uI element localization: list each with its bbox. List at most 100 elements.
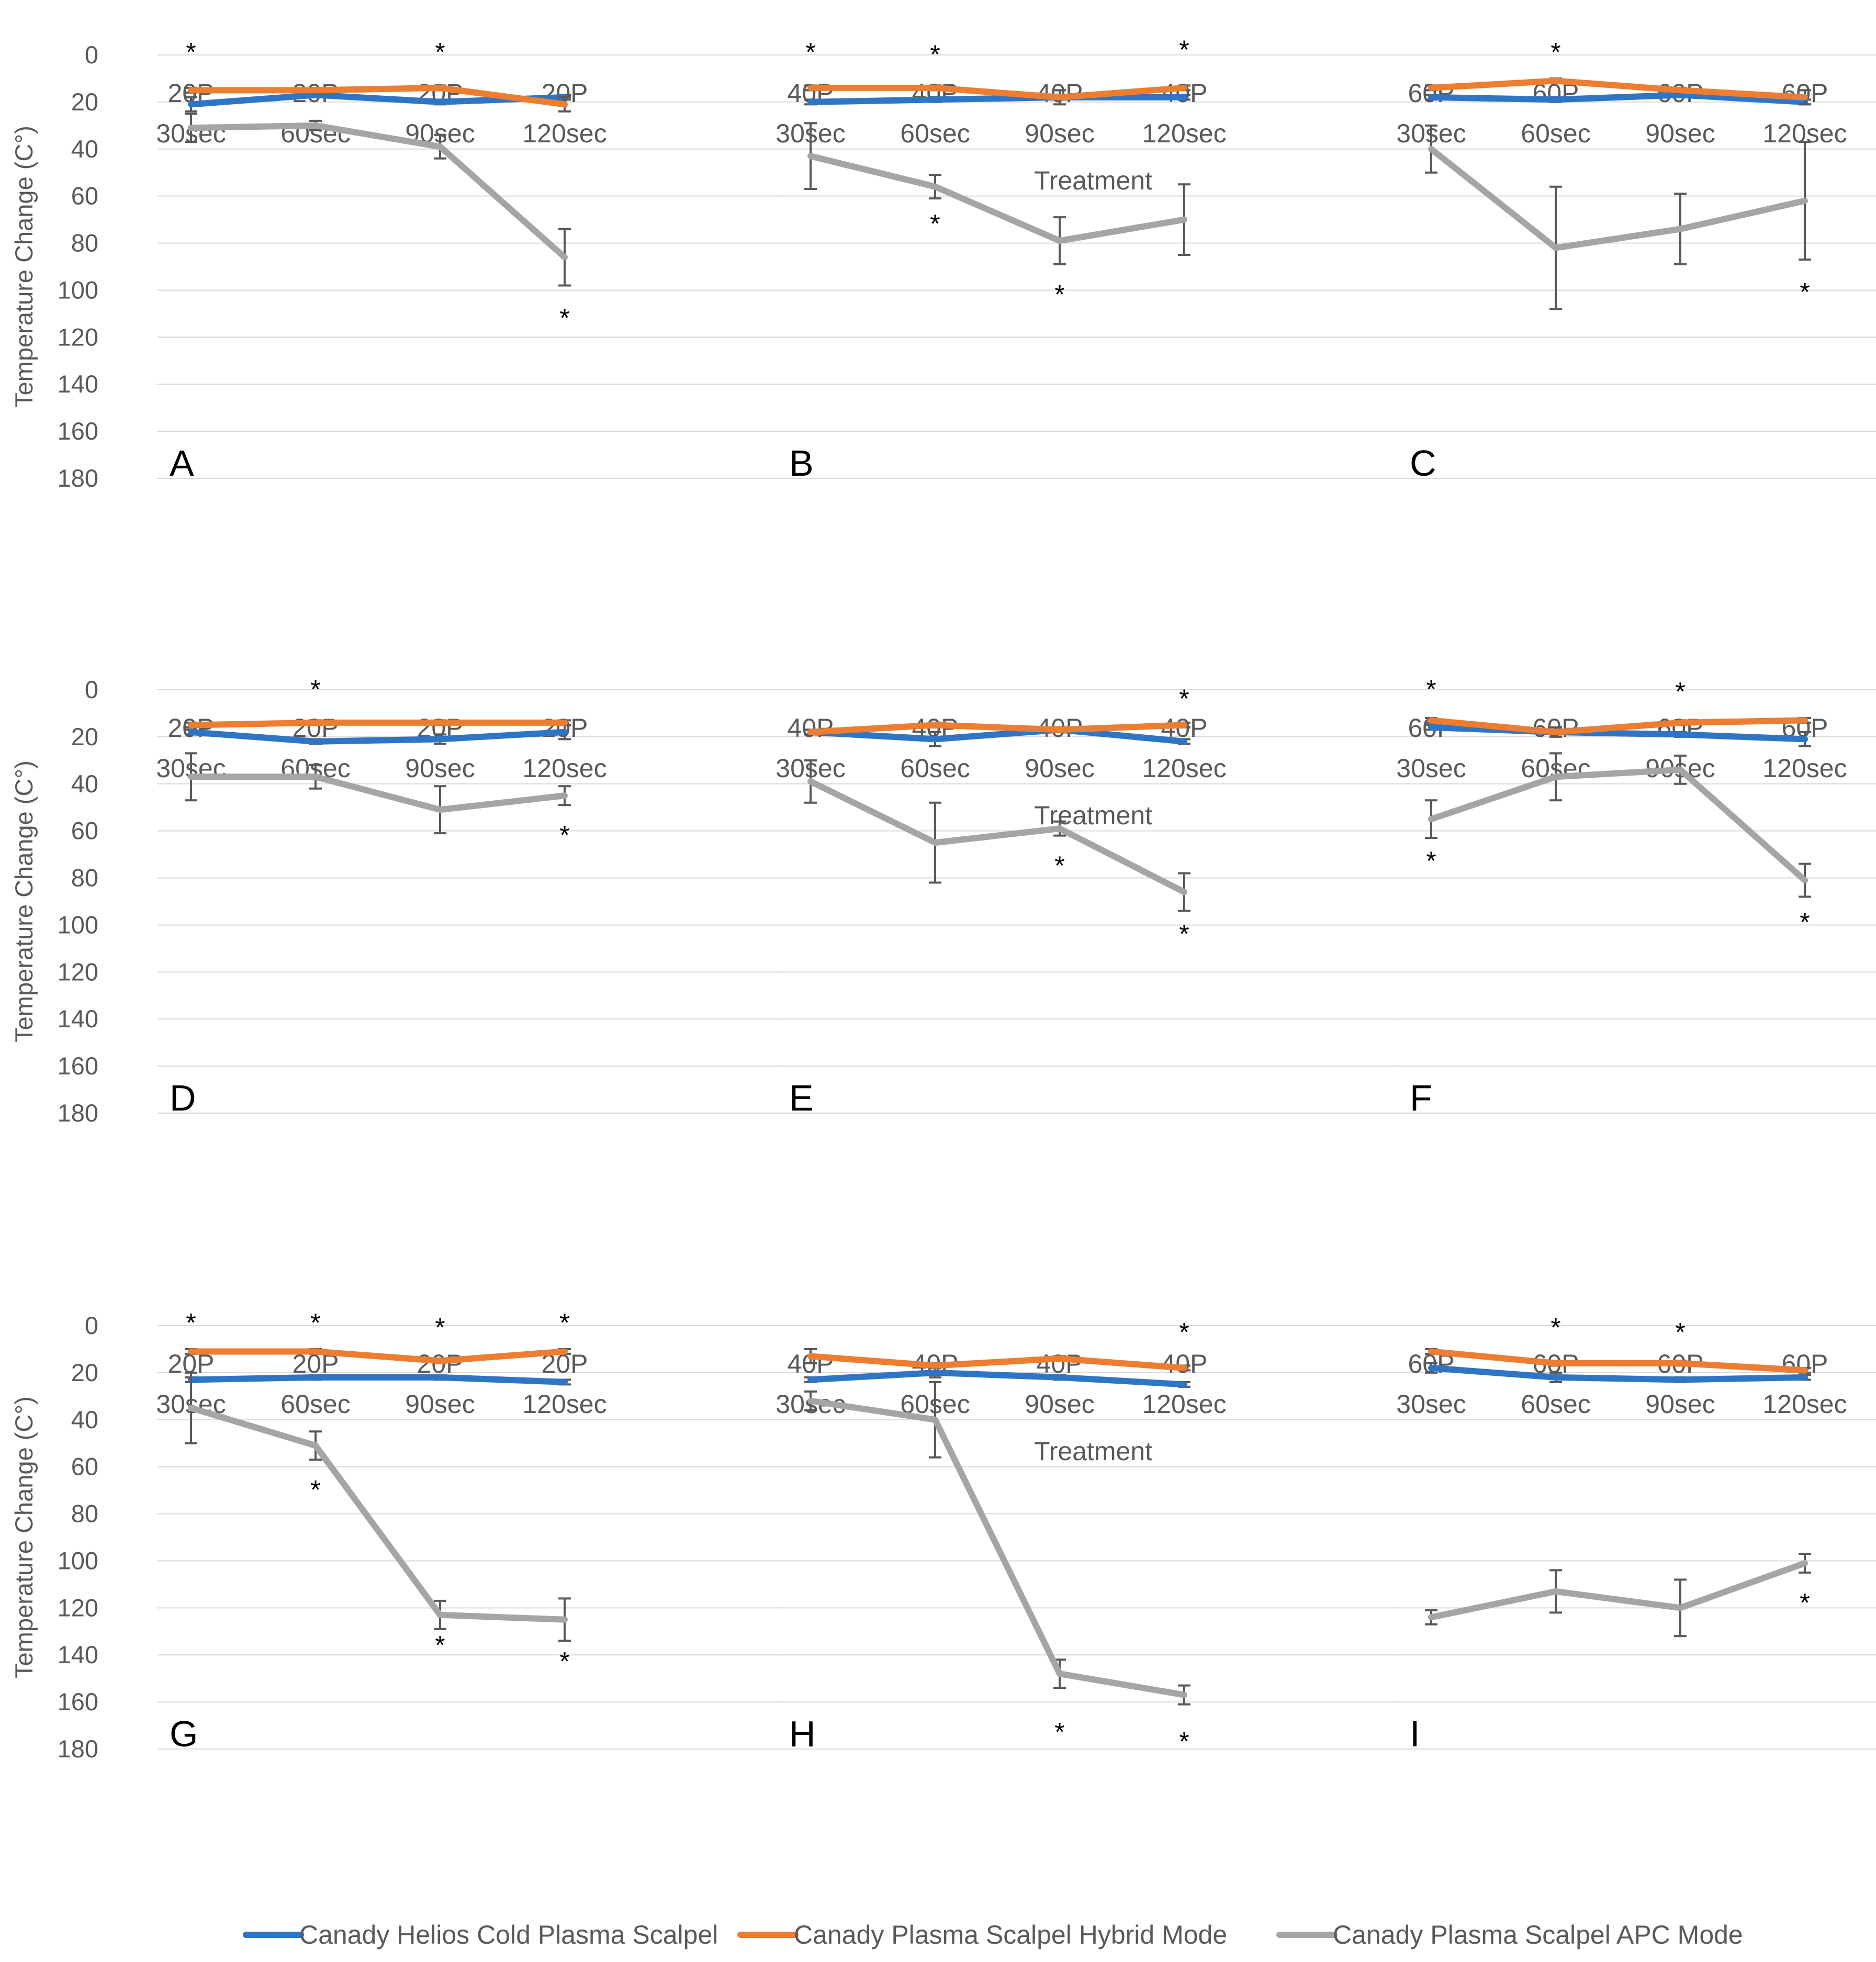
data-point: [1059, 828, 1060, 829]
data-point: [1804, 1376, 1805, 1378]
series-line: [1428, 766, 1808, 884]
significance-star: *: [1054, 851, 1064, 880]
data-point: [1431, 726, 1432, 728]
significance-star: *: [310, 1475, 320, 1505]
data-point: [1555, 731, 1556, 733]
x-tick-label: 60sec: [1521, 119, 1590, 148]
x-tick-label: 90sec: [1025, 119, 1094, 148]
series-line: [188, 773, 568, 813]
data-point: [1184, 1367, 1185, 1369]
series-line: [807, 722, 1187, 735]
series-line: [807, 153, 1187, 244]
y-tick-label: 80: [71, 1500, 98, 1528]
series-2: [1425, 1552, 1811, 1638]
data-point: [1184, 87, 1185, 88]
panel-label: G: [170, 1713, 198, 1754]
series-line: [1428, 724, 1808, 743]
data-point: [1804, 880, 1805, 881]
y-tick-label: 100: [58, 911, 98, 938]
y-tick-label: 80: [71, 229, 98, 257]
data-point: [315, 125, 316, 126]
panel-d: 0 20 40 60 80 100 120 140 160 180 Temperature Chan…: [10, 675, 780, 1127]
significance-star: *: [186, 1308, 196, 1338]
significance-star: *: [1179, 1727, 1189, 1756]
y-tick-label: 80: [71, 864, 98, 892]
significance-star: *: [1179, 35, 1189, 64]
data-point: [935, 1365, 936, 1366]
panel-c: C60P30sec60P60sec60P90sec60P120sec**: [1396, 38, 1876, 484]
data-point: [190, 1407, 192, 1409]
series-2: [185, 752, 571, 835]
series-2: [804, 1381, 1190, 1706]
x-tick-label: 120sec: [522, 1389, 606, 1419]
data-point: [935, 87, 936, 88]
y-tick-label: 140: [58, 1641, 98, 1668]
data-point: [1804, 738, 1805, 740]
series-line: [188, 122, 568, 261]
significance-star: *: [1800, 907, 1810, 937]
panels: 0 20 40 60 80 100 120 140 160 180 Temperature Chan…: [10, 35, 1876, 1763]
x-tick-label: 60sec: [900, 754, 970, 783]
series-1: [804, 84, 1190, 106]
data-point: [1184, 741, 1185, 742]
x-tick-label: 90sec: [1645, 1389, 1715, 1419]
legend-label: Canady Plasma Scalpel Hybrid Mode: [794, 1920, 1227, 1949]
series-2: [1425, 752, 1811, 898]
data-point: [1184, 724, 1185, 726]
series-line: [807, 1369, 1187, 1388]
x-tick-label: 40P: [1161, 79, 1208, 108]
series-2: [185, 1371, 571, 1642]
x-tick-label: 120sec: [1762, 1389, 1847, 1419]
significance-star: *: [559, 1308, 569, 1338]
series-line: [807, 726, 1187, 745]
significance-star: *: [1179, 684, 1189, 713]
legend-label: Canady Helios Cold Plasma Scalpel: [299, 1920, 718, 1949]
series-0: [804, 94, 1190, 106]
significance-star: *: [1800, 1588, 1810, 1617]
series-1: [1425, 1348, 1811, 1374]
y-tick-label: 20: [71, 723, 98, 750]
y-tick-label: 20: [71, 88, 98, 116]
y-tick-label: 140: [58, 370, 98, 398]
data-point: [1555, 99, 1556, 100]
data-point: [564, 731, 565, 733]
panel-g: 0 20 40 60 80 100 120 140 160 180 Temperature Chan…: [10, 1308, 780, 1763]
data-point: [440, 809, 441, 811]
y-tick-label: 160: [58, 1688, 98, 1716]
data-point: [440, 1360, 441, 1362]
data-point: [1059, 729, 1060, 731]
data-point: [1555, 776, 1556, 778]
y-tick-label: 0: [85, 41, 98, 69]
data-point: [1431, 1367, 1432, 1369]
data-point: [190, 1351, 192, 1352]
data-point: [440, 738, 441, 740]
significance-star: *: [435, 1630, 445, 1660]
data-point: [810, 101, 811, 103]
data-point: [1431, 1617, 1432, 1618]
series-line: [188, 719, 568, 728]
data-point: [440, 87, 441, 88]
data-point: [810, 1379, 811, 1381]
x-tick-label: 120sec: [1142, 119, 1226, 148]
y-tick-label: 100: [58, 276, 98, 304]
data-point: [564, 1381, 565, 1383]
data-point: [810, 87, 811, 88]
significance-star: *: [1551, 1313, 1560, 1342]
legend-item: Canady Plasma Scalpel Hybrid Mode: [737, 1920, 1227, 1949]
x-axis-label: Treatment: [1034, 1437, 1152, 1466]
significance-star: *: [186, 38, 196, 67]
y-tick-label: 0: [85, 676, 98, 703]
series-line: [1428, 92, 1808, 105]
data-point: [1184, 1384, 1185, 1385]
data-point: [190, 127, 192, 129]
data-point: [1555, 1590, 1556, 1592]
series-line: [188, 728, 568, 745]
panel-label: I: [1410, 1713, 1420, 1754]
y-tick-label: 40: [71, 770, 98, 798]
data-point: [315, 89, 316, 91]
panel-label: H: [789, 1713, 816, 1754]
x-tick-label: 60P: [1657, 713, 1704, 743]
data-point: [1555, 1376, 1556, 1378]
x-tick-label: 40P: [1037, 1349, 1083, 1378]
data-point: [315, 94, 316, 96]
